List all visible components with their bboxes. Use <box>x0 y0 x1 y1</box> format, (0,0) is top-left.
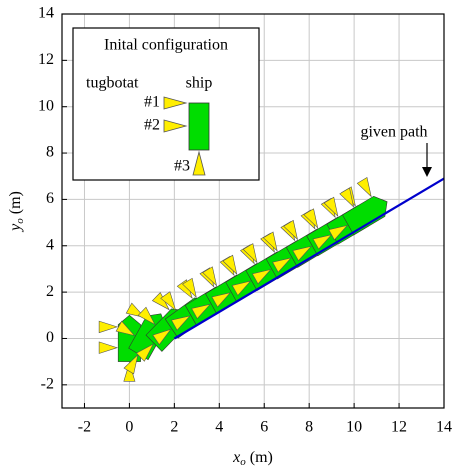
inset-tug <box>163 96 188 110</box>
x-tick-label: 10 <box>346 419 362 436</box>
y-tick-label: 0 <box>46 329 54 346</box>
tugboat <box>292 245 313 262</box>
tugboat <box>262 231 278 252</box>
y-tick-label: 8 <box>46 144 54 161</box>
tugboat <box>202 266 218 287</box>
x-tick-label: 12 <box>391 419 407 436</box>
tugboat <box>323 196 339 218</box>
x-tick-label: 14 <box>436 419 452 436</box>
inset-title: Inital configuration <box>104 37 228 54</box>
y-tick-label: 14 <box>38 5 54 22</box>
y-tick-label: 4 <box>46 236 54 253</box>
y-label-subscript: o <box>14 218 26 224</box>
x-label-unit: (m) <box>250 449 273 466</box>
tugboat <box>115 320 136 337</box>
inset-tug-label: tugbotat <box>86 75 139 92</box>
tugboat <box>312 234 333 250</box>
y-tick-label: 2 <box>46 283 54 300</box>
plot-frame <box>61 13 445 409</box>
x-tick-label: 2 <box>170 419 178 436</box>
inset-tug <box>163 119 188 133</box>
y-tick-label: 6 <box>46 190 54 207</box>
tugboat <box>137 306 156 326</box>
path-line <box>173 177 445 340</box>
x-label-subscript: o <box>240 456 246 468</box>
tugboat <box>152 328 172 346</box>
tugboat <box>242 243 258 264</box>
tugboat <box>303 208 319 229</box>
tugboat <box>123 354 139 375</box>
x-tick-label: -2 <box>78 419 91 436</box>
inset-tug-id: #2 <box>144 117 160 134</box>
y-tick-label: 10 <box>38 97 54 114</box>
x-tick-label: 4 <box>215 419 223 436</box>
tugboat <box>222 254 238 275</box>
tugboat <box>160 291 177 312</box>
tugboat <box>98 320 119 334</box>
tugboat <box>356 177 372 198</box>
tugboat <box>171 315 191 331</box>
x-tick-label: 6 <box>260 419 268 436</box>
inset-tug <box>192 150 206 176</box>
tugboat <box>328 224 349 241</box>
tugboat <box>231 280 252 296</box>
path-annotation: given path <box>360 124 427 141</box>
y-tick-label: 12 <box>38 51 54 68</box>
inset-ship-label: ship <box>186 75 213 92</box>
y-axis-label: yo (m) <box>7 191 26 233</box>
x-axis-label: xo (m) <box>232 449 273 468</box>
y-tick-label: -2 <box>41 375 54 392</box>
tugboat <box>211 292 232 308</box>
y-label-symbol: y <box>7 223 24 233</box>
x-label-symbol: x <box>232 449 240 466</box>
tugboat <box>98 341 119 354</box>
tugboat <box>283 219 299 241</box>
x-tick-label: 8 <box>305 419 313 436</box>
tugboat <box>191 303 211 320</box>
inset-ship <box>188 102 210 151</box>
arrow-head <box>422 167 432 177</box>
tugboat <box>272 257 292 273</box>
x-tick-label: 0 <box>125 419 133 436</box>
tugboat <box>136 343 154 362</box>
tugboat <box>339 187 355 208</box>
tugboat <box>182 277 197 299</box>
inset-tug-id: #1 <box>144 94 160 111</box>
tugboat <box>251 268 272 285</box>
inset-tug-id: #3 <box>174 158 190 175</box>
y-label-unit: (m) <box>7 191 24 214</box>
